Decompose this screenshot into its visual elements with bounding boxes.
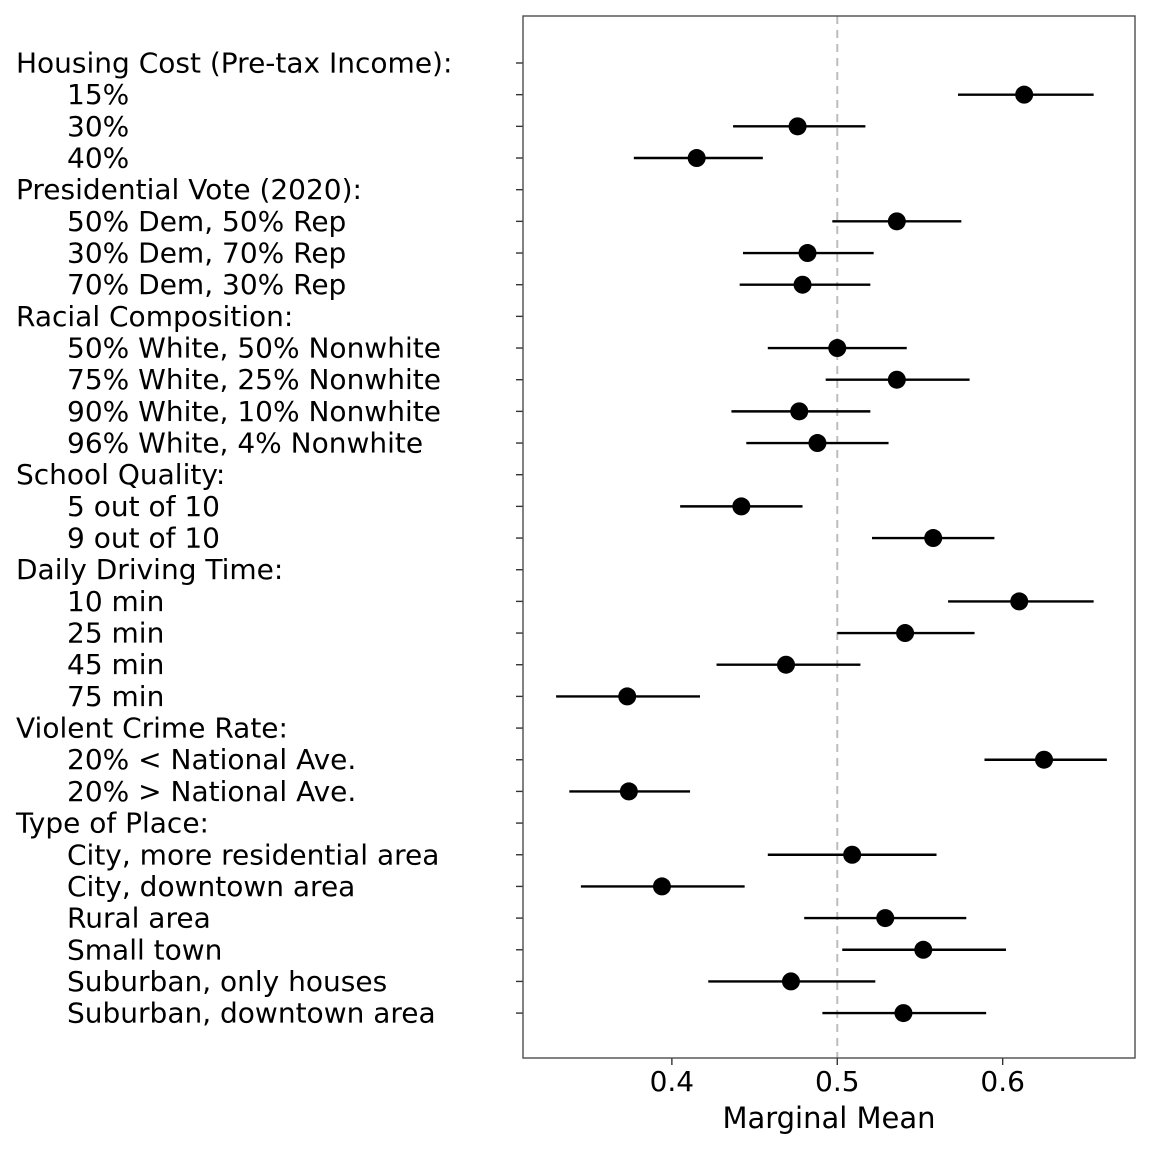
y-tick-label: City, more residential area (67, 838, 439, 871)
y-group-header-label: Violent Crime Rate: (16, 712, 288, 745)
point-estimate (732, 497, 751, 516)
y-tick-label: 15% (67, 78, 129, 111)
y-tick-label: 20% < National Ave. (67, 743, 356, 776)
point-estimate (1015, 85, 1034, 104)
y-tick-label: 25 min (67, 617, 164, 650)
y-group-header-label: Type of Place: (15, 807, 209, 840)
y-tick-label: 75% White, 25% Nonwhite (67, 363, 441, 396)
point-estimate (896, 624, 915, 643)
y-tick-label: 20% > National Ave. (67, 775, 356, 808)
y-axis-ticks (516, 62, 523, 1014)
y-tick-label: City, downtown area (67, 870, 355, 903)
point-estimate (652, 877, 671, 896)
point-estimate (788, 117, 807, 136)
point-estimate (894, 1004, 913, 1023)
y-group-header-label: Presidential Vote (2020): (16, 173, 362, 206)
y-tick-label: 10 min (67, 585, 164, 618)
point-estimate (914, 940, 933, 959)
point-estimate (781, 972, 800, 991)
y-tick-label: 5 out of 10 (67, 490, 220, 523)
point-estimate (828, 339, 847, 358)
y-tick-label: 90% White, 10% Nonwhite (67, 395, 441, 428)
x-axis-title: Marginal Mean (722, 1101, 935, 1135)
point-estimate (876, 909, 895, 928)
x-tick-label: 0.5 (815, 1065, 860, 1098)
point-estimate (618, 687, 637, 706)
point-estimate (798, 244, 817, 263)
point-estimate (1010, 592, 1029, 611)
point-estimate (924, 529, 943, 548)
y-tick-label: 96% White, 4% Nonwhite (67, 427, 423, 460)
point-estimate (887, 370, 906, 389)
point-estimate (843, 845, 862, 864)
y-tick-label: 30% Dem, 70% Rep (67, 237, 346, 270)
point-estimates (618, 85, 1054, 1023)
point-estimate (776, 655, 795, 674)
y-group-header-label: School Quality: (16, 458, 225, 491)
x-axis-ticks: 0.4 0.5 0.6 (650, 1058, 1025, 1098)
point-estimate (808, 434, 827, 453)
y-tick-label: Small town (67, 933, 222, 966)
y-tick-label: 45 min (67, 648, 164, 681)
plot-panel-border (522, 15, 1136, 1059)
x-tick-label: 0.6 (980, 1065, 1025, 1098)
y-tick-label: 40% (67, 142, 129, 175)
point-estimate (887, 212, 906, 231)
y-group-header-label: Daily Driving Time: (16, 553, 283, 586)
y-tick-label: 75 min (67, 680, 164, 713)
y-group-header-label: Racial Composition: (16, 300, 293, 333)
point-estimate (687, 149, 706, 168)
y-tick-label: 70% Dem, 30% Rep (67, 268, 346, 301)
y-tick-label: Suburban, only houses (67, 965, 387, 998)
point-estimate (790, 402, 809, 421)
y-tick-label: 50% Dem, 50% Rep (67, 205, 346, 238)
y-tick-label: 9 out of 10 (67, 522, 220, 555)
y-axis-labels: Housing Cost (Pre-tax Income):15%30%40%P… (15, 47, 452, 1030)
point-estimate (1035, 750, 1054, 769)
point-estimate (793, 275, 812, 294)
y-group-header-label: Housing Cost (Pre-tax Income): (16, 47, 452, 80)
y-tick-label: 30% (67, 110, 129, 143)
point-estimate (619, 782, 638, 801)
y-tick-label: Suburban, downtown area (67, 997, 436, 1030)
x-tick-label: 0.4 (650, 1065, 695, 1098)
y-tick-label: 50% White, 50% Nonwhite (67, 332, 441, 365)
y-tick-label: Rural area (67, 902, 211, 935)
